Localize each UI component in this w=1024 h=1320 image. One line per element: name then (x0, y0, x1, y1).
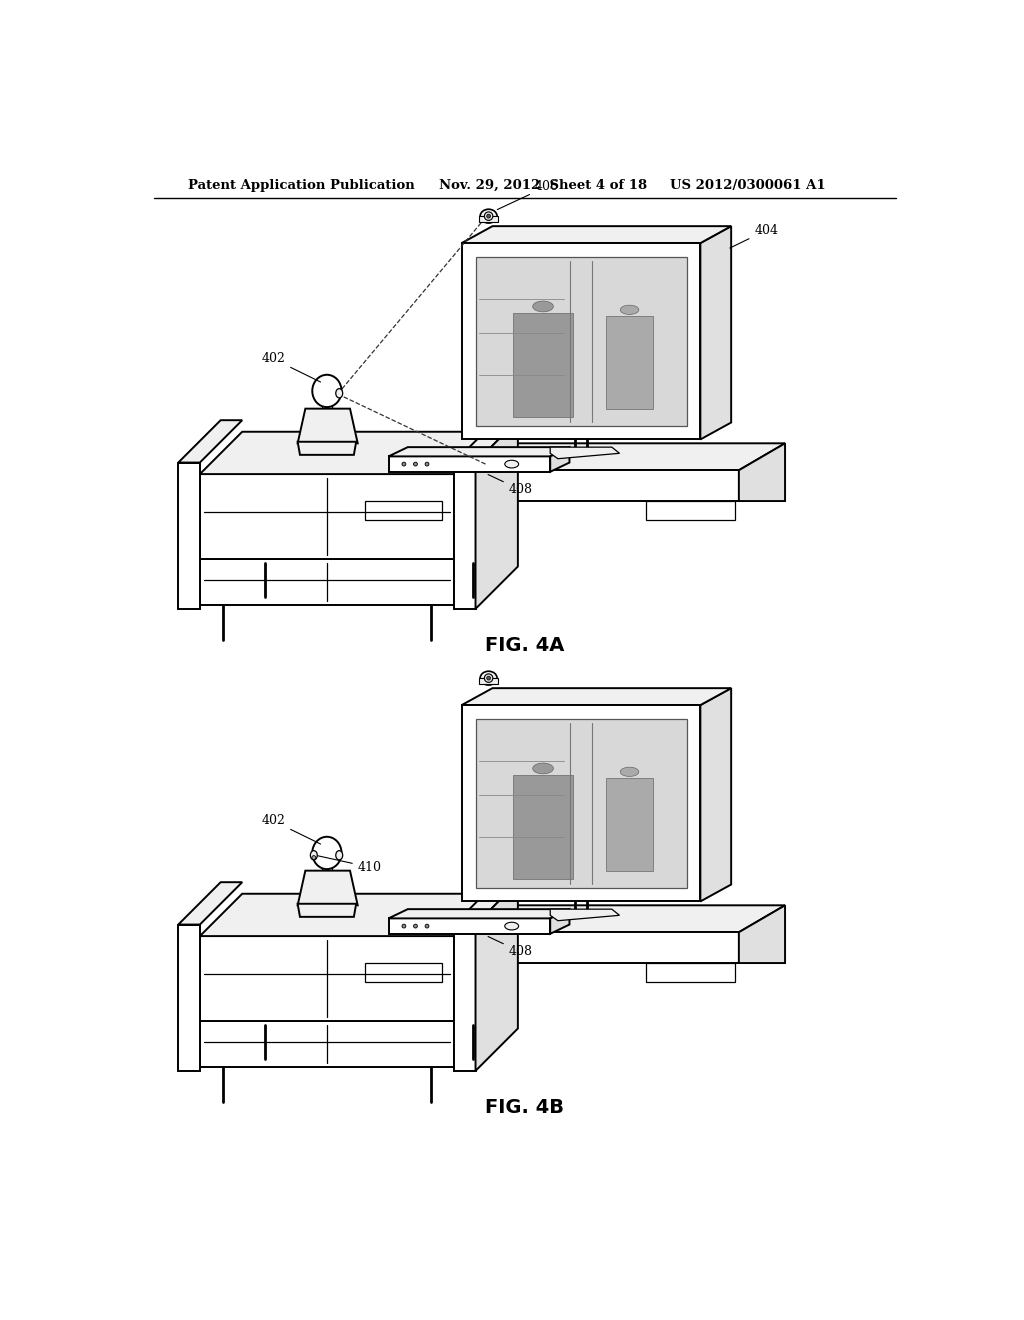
Polygon shape (454, 882, 518, 924)
Polygon shape (513, 775, 572, 879)
Polygon shape (298, 871, 357, 906)
Polygon shape (454, 894, 497, 1020)
Polygon shape (513, 313, 572, 417)
Polygon shape (550, 909, 620, 921)
Polygon shape (298, 904, 356, 917)
Ellipse shape (505, 923, 518, 929)
Polygon shape (178, 462, 200, 609)
Polygon shape (200, 474, 454, 558)
Polygon shape (550, 909, 569, 933)
Polygon shape (200, 558, 454, 605)
Ellipse shape (312, 837, 342, 869)
Polygon shape (178, 882, 243, 924)
Ellipse shape (484, 675, 493, 682)
Polygon shape (298, 409, 357, 444)
Polygon shape (388, 919, 550, 933)
Polygon shape (454, 924, 475, 1071)
Polygon shape (361, 470, 739, 502)
Ellipse shape (425, 462, 429, 466)
Polygon shape (298, 442, 356, 455)
Polygon shape (361, 906, 408, 964)
Polygon shape (475, 719, 686, 887)
Text: Nov. 29, 2012  Sheet 4 of 18: Nov. 29, 2012 Sheet 4 of 18 (438, 178, 647, 191)
Polygon shape (462, 243, 700, 440)
Polygon shape (475, 257, 686, 425)
Ellipse shape (480, 209, 497, 223)
Polygon shape (700, 688, 731, 902)
Polygon shape (361, 444, 785, 470)
Bar (479, 678, 498, 684)
Ellipse shape (621, 767, 639, 776)
Polygon shape (462, 705, 700, 902)
Polygon shape (739, 444, 785, 502)
Ellipse shape (336, 850, 343, 859)
Polygon shape (739, 906, 785, 964)
Polygon shape (475, 882, 518, 1071)
Bar (322, 853, 333, 871)
Ellipse shape (532, 301, 553, 312)
Polygon shape (454, 462, 475, 609)
Polygon shape (462, 226, 731, 243)
Ellipse shape (312, 855, 315, 859)
Bar (646, 964, 735, 982)
Ellipse shape (486, 214, 490, 218)
Ellipse shape (621, 305, 639, 314)
Text: 406: 406 (498, 180, 559, 210)
Polygon shape (700, 226, 731, 440)
Polygon shape (178, 924, 200, 1071)
Ellipse shape (414, 462, 418, 466)
Text: 402: 402 (261, 814, 321, 843)
Text: 408: 408 (488, 936, 532, 958)
Polygon shape (361, 932, 739, 964)
Ellipse shape (402, 462, 406, 466)
Polygon shape (200, 1020, 454, 1067)
Text: Patent Application Publication: Patent Application Publication (188, 178, 415, 191)
Polygon shape (200, 936, 454, 1020)
Polygon shape (200, 432, 497, 474)
Ellipse shape (310, 850, 317, 859)
Polygon shape (200, 516, 497, 558)
Polygon shape (361, 906, 785, 932)
Polygon shape (454, 516, 497, 605)
Bar (646, 502, 735, 520)
Polygon shape (462, 688, 731, 705)
Polygon shape (200, 978, 497, 1020)
Polygon shape (454, 432, 497, 558)
Polygon shape (550, 447, 620, 459)
Text: 404: 404 (730, 224, 778, 248)
Ellipse shape (414, 924, 418, 928)
Polygon shape (550, 447, 569, 471)
Polygon shape (606, 315, 652, 409)
Bar (479, 216, 498, 222)
Polygon shape (200, 894, 497, 936)
Ellipse shape (425, 924, 429, 928)
Bar (366, 964, 442, 982)
Ellipse shape (336, 388, 343, 397)
Polygon shape (388, 457, 550, 471)
Text: US 2012/0300061 A1: US 2012/0300061 A1 (670, 178, 825, 191)
Text: 402: 402 (261, 352, 321, 381)
Ellipse shape (532, 763, 553, 774)
Ellipse shape (505, 461, 518, 469)
Ellipse shape (312, 375, 342, 407)
Polygon shape (606, 777, 652, 871)
Text: FIG. 4A: FIG. 4A (485, 635, 564, 655)
Ellipse shape (480, 672, 497, 685)
Bar (366, 502, 442, 520)
Polygon shape (361, 444, 408, 502)
Text: FIG. 4B: FIG. 4B (485, 1097, 564, 1117)
Polygon shape (475, 420, 518, 609)
Polygon shape (178, 420, 243, 462)
Polygon shape (454, 420, 518, 462)
Ellipse shape (402, 924, 406, 928)
Text: 410: 410 (318, 855, 382, 874)
Bar (322, 391, 333, 409)
Ellipse shape (486, 676, 490, 680)
Text: 408: 408 (488, 474, 532, 496)
Polygon shape (388, 909, 569, 919)
Polygon shape (388, 447, 569, 457)
Ellipse shape (484, 213, 493, 220)
Polygon shape (454, 978, 497, 1067)
